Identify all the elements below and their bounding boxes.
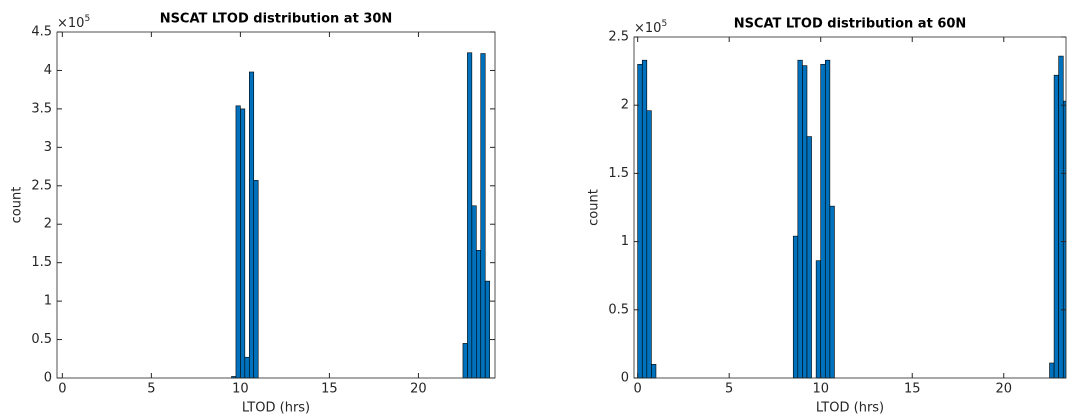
bar (1062, 100, 1066, 379)
bar (484, 280, 490, 379)
y-scale-exponent: 5 (661, 19, 667, 29)
axes-box (56, 31, 496, 379)
x-tick-label: 20 (410, 382, 427, 397)
y-tick-label: 3.5 (31, 101, 52, 116)
bar (1058, 55, 1064, 379)
bar (829, 205, 835, 379)
y-tick-label: 1.5 (31, 255, 52, 270)
bar (646, 110, 652, 379)
y-tick-label: 4.5 (31, 25, 52, 40)
bar (476, 250, 482, 379)
bar (1049, 362, 1055, 379)
y-scale-base: ×10 (634, 21, 661, 36)
bar (467, 52, 473, 379)
y-tick-label: 1.5 (608, 166, 629, 181)
x-tick-label: 10 (812, 382, 829, 397)
bar (806, 136, 812, 379)
y-tick-label: 0.5 (608, 302, 629, 317)
bars (231, 52, 490, 379)
bar (792, 235, 799, 379)
y-tick-label: 3 (44, 140, 52, 155)
bar (235, 105, 241, 379)
y-tick-label: 0 (621, 371, 629, 386)
y-tick-label: 0 (44, 371, 52, 386)
bar (244, 356, 250, 379)
y-scale-base: ×10 (57, 16, 84, 31)
y-tick-label: 0.5 (31, 332, 52, 347)
x-tick-label: 0 (58, 382, 66, 397)
y-scale-factor: ×105 (634, 19, 667, 36)
x-tick-label: 15 (321, 382, 338, 397)
x-axis-label: LTOD (hrs) (242, 401, 310, 416)
x-tick-label: 0 (634, 382, 642, 397)
y-scale-exponent: 5 (84, 14, 90, 24)
y-tick-label: 1 (621, 234, 629, 249)
y-axis-label: count (10, 187, 25, 224)
x-axis-label: LTOD (hrs) (816, 401, 884, 416)
bar (637, 63, 643, 379)
bar (815, 260, 822, 379)
y-axis-label: count (587, 189, 602, 226)
chart-panel: 0 5 10 15 20 0 0.5 1 1.5 2 2.5 NSCAT LTOD distribut… (587, 17, 1067, 416)
bar (480, 53, 486, 379)
bar (824, 59, 831, 379)
y-tick-label: 1 (44, 294, 52, 309)
y-scale-factor: ×105 (57, 14, 90, 31)
x-tick-label: 5 (147, 382, 155, 397)
chart-title: NSCAT LTOD distribution at 60N (734, 17, 967, 32)
x-tick-label: 5 (725, 382, 733, 397)
y-tick-label: 2.5 (31, 178, 52, 193)
bar (802, 65, 808, 379)
bar (641, 59, 648, 379)
x-tick-label: 20 (995, 382, 1012, 397)
bar (797, 59, 803, 379)
y-tick-label: 2 (621, 98, 629, 113)
x-tick-label: 15 (904, 382, 921, 397)
bar (253, 180, 259, 379)
y-tick-label: 2.5 (608, 30, 629, 45)
bar (651, 364, 657, 379)
bar (248, 71, 255, 379)
bar (462, 343, 468, 379)
bar (471, 205, 477, 379)
axes-box (633, 36, 1067, 379)
y-tick-label: 4 (44, 63, 52, 78)
bars (637, 55, 1066, 379)
chart-title: NSCAT LTOD distribution at 30N (160, 12, 393, 27)
chart-panel: 0 5 10 15 20 0 0.5 1 1.5 2 2.5 3 3.5 4 4.5 NSCAT LTOD d… (10, 12, 496, 416)
bar (240, 108, 246, 379)
y-tick-label: 2 (44, 217, 52, 232)
x-tick-label: 10 (232, 382, 249, 397)
bar (820, 63, 826, 379)
bar (1053, 74, 1059, 379)
